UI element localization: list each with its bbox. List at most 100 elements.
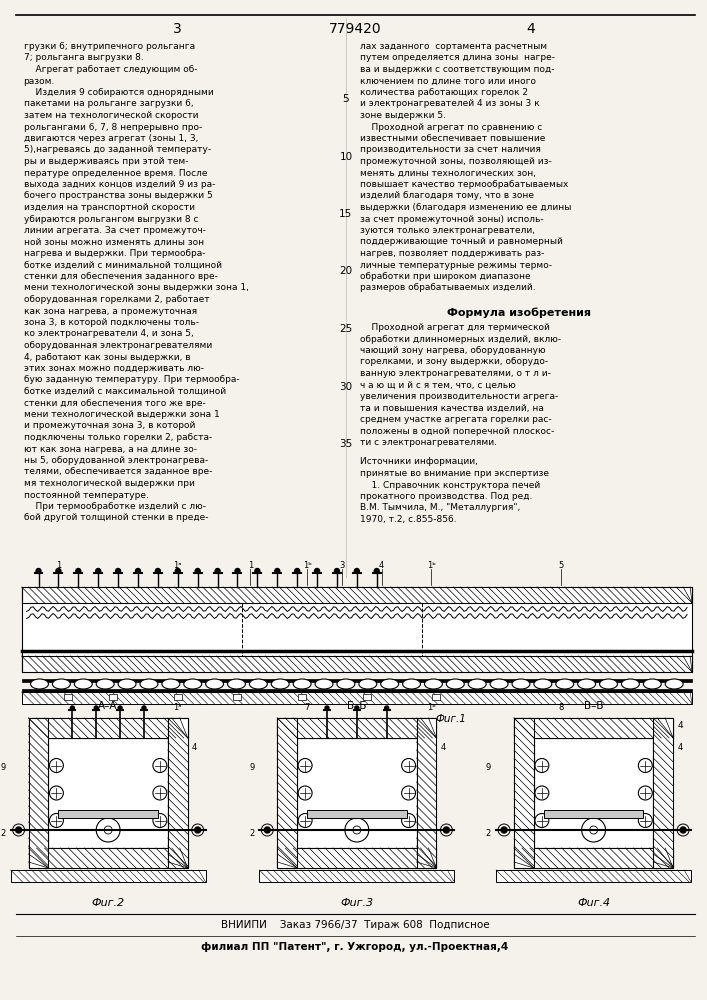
Text: 25: 25 — [339, 324, 353, 334]
Circle shape — [16, 827, 22, 833]
Text: зоне выдержки 5.: зоне выдержки 5. — [360, 111, 446, 120]
Text: бой другой толщиной стенки в преде-: бой другой толщиной стенки в преде- — [23, 514, 208, 522]
Text: известными обеспечивает повышение: известными обеспечивает повышение — [360, 134, 545, 143]
Circle shape — [142, 706, 146, 710]
Ellipse shape — [162, 679, 180, 689]
Text: ной зоны можно изменять длины зон: ной зоны можно изменять длины зон — [23, 237, 204, 246]
Ellipse shape — [490, 679, 508, 689]
Text: ва и выдержки с соответствующим под-: ва и выдержки с соответствующим под- — [360, 65, 554, 74]
Text: та и повышения качества изделий, на: та и повышения качества изделий, на — [360, 403, 544, 412]
Circle shape — [443, 827, 450, 833]
Ellipse shape — [578, 679, 595, 689]
Text: пакетами на рольганге загрузки 6,: пакетами на рольганге загрузки 6, — [23, 100, 193, 108]
Text: 9: 9 — [249, 764, 255, 772]
Text: 4, работают как зоны выдержки, в: 4, работают как зоны выдержки, в — [23, 353, 190, 361]
Text: принятые во внимание при экспертизе: принятые во внимание при экспертизе — [360, 469, 549, 478]
Circle shape — [194, 827, 201, 833]
Bar — [496, 870, 691, 882]
Circle shape — [325, 706, 329, 710]
Text: бую заданную температуру. При термообра-: бую заданную температуру. При термообра- — [23, 375, 239, 384]
Bar — [534, 738, 653, 848]
Text: как зона нагрева, а промежуточная: как зона нагрева, а промежуточная — [23, 306, 197, 316]
Text: 35: 35 — [339, 439, 353, 449]
Bar — [28, 718, 49, 868]
Text: линии агрегата. За счет промежуточ-: линии агрегата. За счет промежуточ- — [23, 226, 206, 235]
Bar — [363, 694, 370, 700]
Bar — [22, 692, 692, 704]
Text: зона 3, в которой подключены толь-: зона 3, в которой подключены толь- — [23, 318, 199, 327]
Text: рольгангами 6, 7, 8 непрерывно про-: рольгангами 6, 7, 8 непрерывно про- — [23, 122, 201, 131]
Text: 30: 30 — [339, 381, 353, 391]
Text: за счет промежуточной зоны) исполь-: за счет промежуточной зоны) исполь- — [360, 215, 544, 224]
Text: производительности за счет наличия: производительности за счет наличия — [360, 145, 541, 154]
Ellipse shape — [271, 679, 289, 689]
Text: 4: 4 — [379, 560, 385, 570]
Text: чающий зону нагрева, оборудованную: чающий зону нагрева, оборудованную — [360, 346, 546, 355]
Bar — [259, 870, 455, 882]
Text: 4: 4 — [677, 744, 682, 752]
Text: ны 5, оборудованной электронагрева-: ны 5, оборудованной электронагрева- — [23, 456, 208, 465]
Text: Проходной агрегат по сравнению с: Проходной агрегат по сравнению с — [360, 122, 542, 131]
Ellipse shape — [250, 679, 267, 689]
Text: 2: 2 — [1, 828, 6, 838]
Text: двигаются через агрегат (зоны 1, 3,: двигаются через агрегат (зоны 1, 3, — [23, 134, 198, 143]
Text: убираются рольгангом выгрузки 8 с: убираются рольгангом выгрузки 8 с — [23, 215, 198, 224]
Text: Формула изобретения: Формула изобретения — [447, 307, 591, 318]
Text: прокатного производства. Под ред.: прокатного производства. Под ред. — [360, 492, 532, 501]
Text: 5: 5 — [558, 560, 563, 570]
Text: 20: 20 — [339, 266, 353, 276]
Ellipse shape — [140, 679, 158, 689]
Text: Изделия 9 собираются однорядными: Изделия 9 собираются однорядными — [23, 88, 214, 97]
Bar — [307, 810, 407, 818]
Bar — [653, 718, 673, 868]
Ellipse shape — [74, 679, 92, 689]
Text: 1ᵇ: 1ᵇ — [303, 560, 312, 570]
Text: 1ᵃ: 1ᵃ — [173, 704, 182, 712]
Text: 4: 4 — [440, 744, 445, 752]
Text: Фuг.1: Фuг.1 — [436, 714, 467, 724]
Circle shape — [680, 827, 686, 833]
Text: Проходной агрегат для термической: Проходной агрегат для термической — [360, 323, 550, 332]
Text: 1ᵃ: 1ᵃ — [173, 560, 182, 570]
Bar — [544, 810, 643, 818]
Text: стенки для обеспечения того же вре-: стенки для обеспечения того же вре- — [23, 398, 205, 408]
Text: Фuг.3: Фuг.3 — [340, 898, 373, 908]
Text: разом.: разом. — [23, 77, 55, 86]
Circle shape — [95, 568, 100, 574]
Text: ботке изделий с максимальной толщиной: ботке изделий с максимальной толщиной — [23, 387, 226, 396]
Text: ти с электронагревателями.: ти с электронагревателями. — [360, 438, 497, 447]
Bar — [168, 718, 188, 868]
Circle shape — [36, 568, 41, 574]
Circle shape — [315, 568, 320, 574]
Ellipse shape — [534, 679, 552, 689]
Bar — [433, 694, 440, 700]
Text: А–А: А–А — [98, 701, 118, 711]
Text: 3: 3 — [339, 560, 344, 570]
Bar — [233, 694, 242, 700]
Circle shape — [295, 568, 300, 574]
Ellipse shape — [665, 679, 683, 689]
Text: Фuг.2: Фuг.2 — [92, 898, 124, 908]
Text: ч а ю щ и й с я тем, что, с целью: ч а ю щ и й с я тем, что, с целью — [360, 380, 515, 389]
Text: затем на технологической скорости: затем на технологической скорости — [23, 111, 198, 120]
Circle shape — [195, 568, 200, 574]
Text: личные температурные режимы термо-: личные температурные режимы термо- — [360, 260, 552, 269]
Bar — [22, 587, 692, 603]
Bar — [109, 694, 117, 700]
Bar — [22, 679, 692, 682]
Text: пературе определенное время. После: пературе определенное время. После — [23, 168, 207, 178]
Ellipse shape — [315, 679, 333, 689]
Text: 15: 15 — [339, 209, 353, 219]
Ellipse shape — [512, 679, 530, 689]
Ellipse shape — [184, 679, 201, 689]
Circle shape — [175, 568, 180, 574]
Text: увеличения производительности агрега-: увеличения производительности агрега- — [360, 392, 558, 401]
Text: выдержки (благодаря изменению ее длины: выдержки (благодаря изменению ее длины — [360, 203, 571, 212]
Text: нагрев, позволяет поддерживать раз-: нагрев, позволяет поддерживать раз- — [360, 249, 544, 258]
Text: ко электронагреватели 4, и зона 5,: ко электронагреватели 4, и зона 5, — [23, 330, 193, 338]
Text: обработки длинномерных изделий, вклю-: обработки длинномерных изделий, вклю- — [360, 334, 561, 344]
Bar — [28, 848, 188, 868]
Text: этих зонах можно поддерживать лю-: этих зонах можно поддерживать лю- — [23, 364, 204, 373]
Circle shape — [275, 568, 280, 574]
Text: мя технологической выдержки при: мя технологической выдержки при — [23, 479, 194, 488]
